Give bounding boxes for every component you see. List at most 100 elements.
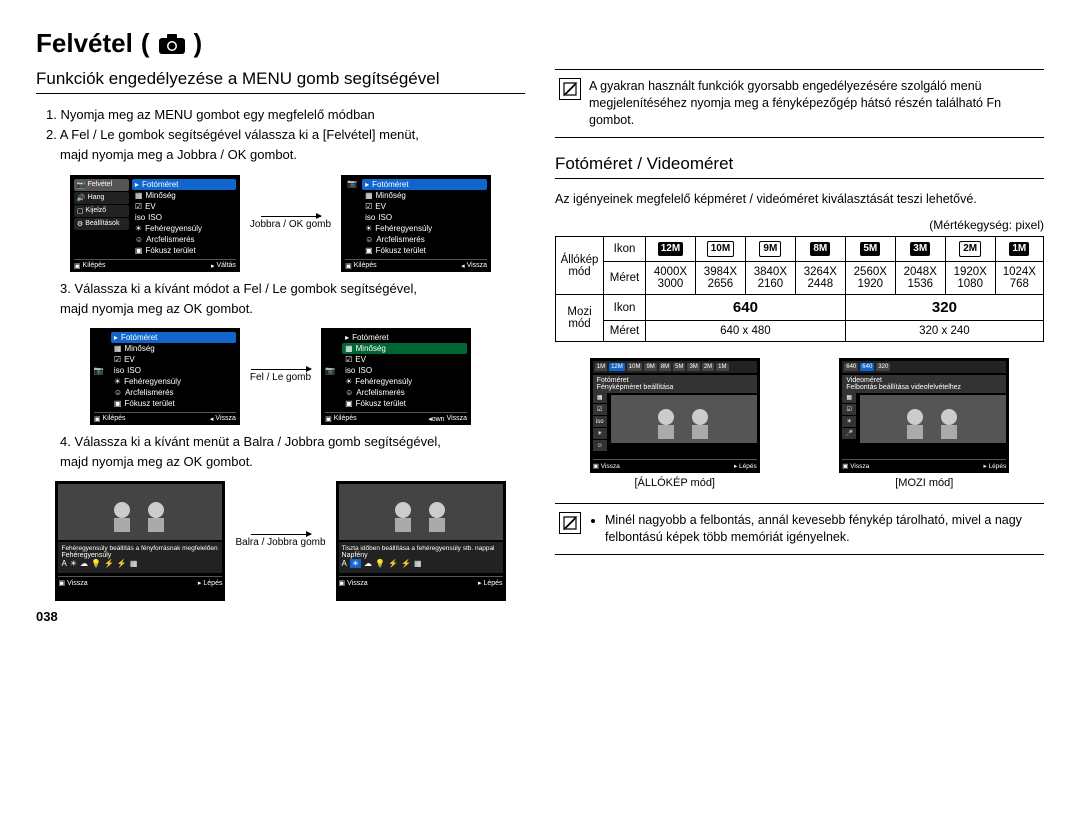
balance-screenshot-1: Fehéregyensúly beállítás a fényforrásnak… [55, 481, 225, 601]
note-text-2: Minél nagyobb a felbontás, annál keveseb… [605, 512, 1040, 546]
preview-row: 1M12M10M9M8M5M3M2M1M Fotóméret Fényképmé… [555, 358, 1044, 489]
menu-item: ▦ Minőség [342, 343, 467, 354]
size-cell: 1024X 768 [995, 262, 1043, 295]
menu-item: ▣ Fókusz terület [342, 398, 467, 409]
menu-item: ▦ Minőség [111, 343, 236, 354]
intro-text: Az igényeinek megfelelő képméret / videó… [555, 191, 1044, 209]
size-cell: 2560X 1920 [845, 262, 895, 295]
vsize-cell: 320 x 240 [845, 321, 1043, 342]
icon-cell: 1M [995, 237, 1043, 262]
preview-photo [58, 484, 222, 540]
menu-screenshot-3: 📷 ▸ Fotóméret ▦ Minőség ☑ EV iso ISO ☀ F… [90, 328, 240, 425]
side-item: 🔊 Hang [74, 192, 129, 204]
step-3b: majd nyomja meg az OK gombot. [60, 300, 525, 318]
menu-screenshot-4: 📷 ▸ Fotóméret ▦ Minőség ☑ EV iso ISO ☀ F… [321, 328, 471, 425]
foot-r: ▸ Váltás [211, 262, 236, 270]
menu-item: ▦ Minőség [132, 190, 236, 201]
menu-item: iso ISO [132, 212, 236, 223]
unit-label: (Mértékegység: pixel) [555, 218, 1044, 232]
icon-cell: 8M [795, 237, 845, 262]
step-4b: majd nyomja meg az OK gombot. [60, 453, 525, 471]
icon-cell: 10M [695, 237, 745, 262]
menu-item: ☑ EV [111, 354, 236, 365]
title-text: Felvétel [36, 28, 133, 59]
arrow-icon [261, 216, 321, 217]
preview-label-1: [ÁLLÓKÉP mód] [590, 477, 760, 489]
camera-icon [158, 33, 186, 55]
page-number: 038 [36, 609, 525, 624]
preview-photo-mode: 1M12M10M9M8M5M3M2M1M Fotóméret Fényképmé… [590, 358, 760, 489]
size-table: Állókép mód Ikon 12M 10M 9M 8M 5M 3M 2M … [555, 236, 1044, 342]
menu-item: ☺ Arcfelismerés [111, 387, 236, 398]
section-title-right: Fotóméret / Videoméret [555, 154, 1044, 179]
figure-row-1: 📷 Felvétel 🔊 Hang ▢ Kijelző ⚙ Beállításo… [36, 175, 525, 272]
menu-item: ☑ EV [342, 354, 467, 365]
menu-item: ☑ EV [132, 201, 236, 212]
arrow-label-3: Balra / Jobbra gomb [235, 534, 325, 548]
table-label-icon: Ikon [604, 295, 646, 321]
right-column: A gyakran használt funkciók gyorsabb eng… [555, 69, 1044, 624]
menu-item: ▸ Fotóméret [362, 179, 487, 190]
arrow-label-1: Jobbra / OK gomb [250, 216, 331, 230]
icon-cell: 5M [845, 237, 895, 262]
size-cell: 2048X 1536 [895, 262, 945, 295]
step-2a: 2. A Fel / Le gombok segítségével válass… [46, 126, 525, 144]
left-column: Funkciók engedélyezése a MENU gomb segít… [36, 69, 525, 624]
menu-item: iso ISO [362, 212, 487, 223]
step-1: 1. Nyomja meg az MENU gombot egy megfele… [46, 106, 525, 124]
size-cell: 1920X 1080 [945, 262, 995, 295]
menu-item: iso ISO [342, 365, 467, 376]
table-head-photo: Állókép mód [556, 237, 604, 295]
menu-item: ▸ Fotóméret [132, 179, 236, 190]
menu-item: ▸ Fotóméret [111, 332, 236, 343]
menu-item: ☀ Fehéregyensúly [362, 223, 487, 234]
size-cell: 3264X 2448 [795, 262, 845, 295]
menu-item: iso ISO [111, 365, 236, 376]
preview-movie-mode: 640640320 Videoméret Felbontás beállítás… [839, 358, 1009, 489]
note-box-2: Minél nagyobb a felbontás, annál keveseb… [555, 503, 1044, 555]
icon-cell: 9M [745, 237, 795, 262]
menu-item: ☺ Arcfelismerés [342, 387, 467, 398]
note-icon [559, 512, 581, 534]
table-head-movie: Mozi mód [556, 295, 604, 342]
arrow-icon [251, 369, 311, 370]
size-cell: 3840X 2160 [745, 262, 795, 295]
vicon-cell: 640 [646, 295, 846, 321]
title-paren-close: ) [194, 28, 203, 59]
step-4a: 4. Válassza ki a kívánt menüt a Balra / … [60, 433, 525, 451]
menu-item: ☑ EV [362, 201, 487, 212]
figure-row-3: Fehéregyensúly beállítás a fényforrásnak… [36, 481, 525, 601]
title-paren: ( [141, 28, 150, 59]
side-item: ▢ Kijelző [74, 205, 129, 217]
vsize-cell: 640 x 480 [646, 321, 846, 342]
foot-l: ▣ Kilépés [74, 262, 106, 270]
menu-item: ▦ Minőség [362, 190, 487, 201]
preview-label-2: [MOZI mód] [839, 477, 1009, 489]
note-icon [559, 78, 581, 100]
step-2b: majd nyomja meg a Jobbra / OK gombot. [60, 146, 525, 164]
size-cell: 3984X 2656 [695, 262, 745, 295]
side-item: ⚙ Beállítások [74, 218, 129, 230]
table-label-icon: Ikon [604, 237, 646, 262]
menu-item: ☀ Fehéregyensúly [342, 376, 467, 387]
menu-item: ☀ Fehéregyensúly [111, 376, 236, 387]
figure-row-2: 📷 ▸ Fotóméret ▦ Minőség ☑ EV iso ISO ☀ F… [36, 328, 525, 425]
balance-screenshot-2: Tiszta időben beállítása a fehéregyensúl… [336, 481, 506, 601]
menu-item: ▣ Fókusz terület [362, 245, 487, 256]
menu-item: ▸ Fotóméret [342, 332, 467, 343]
preview-photo [339, 484, 503, 540]
arrow-label-2: Fel / Le gomb [250, 369, 311, 383]
note-box-1: A gyakran használt funkciók gyorsabb eng… [555, 69, 1044, 138]
section-title-left: Funkciók engedélyezése a MENU gomb segít… [36, 69, 525, 94]
icon-cell: 3M [895, 237, 945, 262]
menu-screenshot-1: 📷 Felvétel 🔊 Hang ▢ Kijelző ⚙ Beállításo… [70, 175, 240, 272]
menu-item: ▣ Fókusz terület [111, 398, 236, 409]
page-title: Felvétel ( ) [36, 28, 1044, 59]
side-item: 📷 Felvétel [74, 179, 129, 191]
vicon-cell: 320 [845, 295, 1043, 321]
menu-item: ▣ Fókusz terület [132, 245, 236, 256]
table-label-size: Méret [604, 321, 646, 342]
menu-item: ☀ Fehéregyensúly [132, 223, 236, 234]
icon-cell: 12M [646, 237, 696, 262]
note-text-1: A gyakran használt funkciók gyorsabb eng… [589, 78, 1040, 129]
